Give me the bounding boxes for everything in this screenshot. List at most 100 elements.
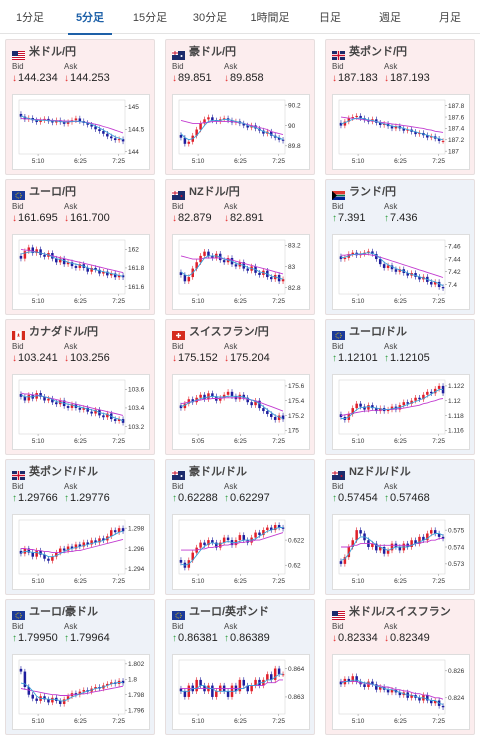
y-tick-label: 0.824 — [448, 695, 465, 702]
tab-4[interactable]: 1時間足 — [250, 12, 290, 24]
tab-6[interactable]: 週足 — [379, 12, 401, 24]
arrow-up-icon: ↑ — [332, 493, 337, 504]
rate-values: ↓175.152 ↓175.204 — [172, 352, 276, 364]
card-header-link[interactable]: 豪ドル/ドル — [172, 464, 310, 480]
bid-label: Bid — [12, 622, 24, 631]
candle — [375, 684, 378, 690]
mini-chart[interactable]: 0.826 0.824 5:10 6:25 7:25 — [332, 654, 470, 730]
candle — [121, 528, 125, 532]
card-header-link[interactable]: 米ドル/円 — [12, 44, 150, 60]
tab-2[interactable]: 15分足 — [132, 12, 168, 24]
mini-chart[interactable]: 83.2 83 82.8 5:10 6:25 7:25 — [172, 234, 310, 310]
card-header-link[interactable]: 英ポンド/ドル — [12, 464, 150, 480]
card-header-link[interactable]: 豪ドル/円 — [172, 44, 310, 60]
candle — [367, 405, 370, 410]
candle — [375, 119, 378, 123]
y-tick-label: 144.5 — [128, 127, 145, 134]
candle — [359, 403, 362, 407]
bid-value: 7.391 — [338, 212, 366, 224]
mini-chart[interactable]: 103.6 103.4 103.2 5:10 6:25 7:25 — [12, 374, 150, 450]
rate-card[interactable]: ユーロ/英ポンド Bid Ask ↑0.86381 ↑0.86389 0.864 0.863… — [165, 599, 315, 735]
rate-card[interactable]: 英ポンド/円 Bid Ask ↓187.183 ↓187.193 187.8 187.6 18… — [325, 39, 475, 175]
tab-0[interactable]: 1分足 — [15, 12, 45, 24]
mini-chart[interactable]: 145 144.5 144 5:10 6:25 7:25 — [12, 94, 150, 170]
y-tick-label: 1.122 — [448, 383, 465, 390]
tab-5[interactable]: 日足 — [319, 12, 341, 24]
card-header-link[interactable]: ユーロ/円 — [12, 184, 150, 200]
candle — [277, 668, 281, 675]
pair-title: スイスフラン/円 — [189, 326, 269, 338]
card-header-link[interactable]: ユーロ/豪ドル — [12, 604, 150, 620]
card-header-link[interactable]: ユーロ/ドル — [332, 324, 470, 340]
candle — [113, 530, 117, 533]
rate-card[interactable]: 豪ドル/円 Bid Ask ↓89.851 ↓89.858 90.2 90 89.8 5:10 6… — [165, 39, 315, 175]
bid-label: Bid — [332, 62, 344, 71]
rate-card[interactable]: 米ドル/スイスフラン Bid Ask ↓0.82334 ↓0.82349 0.826 0.8… — [325, 599, 475, 735]
candle — [203, 394, 206, 400]
candle — [390, 406, 394, 410]
card-header-link[interactable]: スイスフラン/円 — [172, 324, 310, 340]
tab-7[interactable]: 月足 — [439, 12, 461, 24]
bid-label: Bid — [332, 482, 344, 491]
rate-card[interactable]: NZドル/円 Bid Ask ↓82.879 ↓82.891 83.2 83 82.8 5:10… — [165, 179, 315, 315]
bid-value: 82.879 — [178, 212, 212, 224]
tab-3[interactable]: 30分足 — [192, 12, 228, 24]
mini-chart[interactable]: 0.864 0.863 5:10 6:25 7:25 — [172, 654, 310, 730]
candle — [195, 262, 198, 269]
arrow-down-icon: ↓ — [224, 73, 229, 84]
card-header-link[interactable]: カナダドル/円 — [12, 324, 150, 340]
mini-chart[interactable]: 1.122 1.12 1.118 1.116 5:10 6:25 7:25 — [332, 374, 470, 450]
mini-chart[interactable]: 1.298 1.296 1.294 5:10 6:25 7:25 — [12, 514, 150, 590]
x-tick-label: 6:25 — [74, 718, 87, 725]
rate-card[interactable]: カナダドル/円 Bid Ask ↓103.241 ↓103.256 103.6 103.4 1… — [5, 319, 155, 455]
mini-chart[interactable]: 1.802 1.8 1.798 1.796 5:10 6:25 7:25 — [12, 654, 150, 730]
candle — [121, 139, 125, 142]
mini-chart[interactable]: 162 161.8 161.6 5:10 6:25 7:25 — [12, 234, 150, 310]
candle — [110, 136, 113, 139]
x-tick-label: 5:10 — [192, 298, 205, 305]
card-header-link[interactable]: 米ドル/スイスフラン — [332, 604, 470, 620]
rate-card[interactable]: ユーロ/円 Bid Ask ↓161.695 ↓161.700 162 161.8 161.6… — [5, 179, 155, 315]
rate-card[interactable]: 豪ドル/ドル Bid Ask ↑0.62288 ↑0.62297 0.622 0.62 5:1… — [165, 459, 315, 595]
mini-chart[interactable]: 0.575 0.574 0.573 5:10 6:25 7:25 — [332, 514, 470, 590]
tab-1[interactable]: 5分足 — [60, 0, 120, 35]
rate-labels: Bid Ask — [172, 202, 276, 211]
card-header-link[interactable]: NZドル/円 — [172, 184, 310, 200]
rate-card[interactable]: 米ドル/円 Bid Ask ↓144.234 ↓144.253 145 144.5 144 5:… — [5, 39, 155, 175]
mini-chart[interactable]: 175.6 175.4 175.2 175 5:05 6:25 7:25 — [172, 374, 310, 450]
candle — [47, 558, 50, 561]
candle — [258, 532, 261, 536]
candle — [277, 525, 281, 528]
rate-card[interactable]: NZドル/ドル Bid Ask ↑0.57454 ↑0.57468 0.575 0.574 0… — [325, 459, 475, 595]
rate-card[interactable]: ランド/円 Bid Ask ↑7.391 ↑7.436 7.46 7.44 7.42 7.4 5:… — [325, 179, 475, 315]
candle — [218, 542, 222, 548]
candle — [273, 525, 277, 531]
arrow-up-icon: ↑ — [332, 353, 337, 364]
ask-rate: ↑0.86389 — [224, 632, 276, 644]
rate-card[interactable]: ユーロ/豪ドル Bid Ask ↑1.79950 ↑1.79964 1.802 1.8 1.7… — [5, 599, 155, 735]
card-header-link[interactable]: ランド/円 — [332, 184, 470, 200]
card-header-link[interactable]: 英ポンド/円 — [332, 44, 470, 60]
y-tick-label: 0.574 — [448, 544, 465, 551]
candle — [58, 700, 62, 704]
mini-chart[interactable]: 187.8 187.6 187.4 187.2 187 5:10 6:25 7:25 — [332, 94, 470, 170]
eu-flag-icon — [12, 187, 25, 200]
ma-short-line — [340, 252, 444, 287]
rate-values: ↓89.851 ↓89.858 — [172, 72, 276, 84]
rate-card[interactable]: スイスフラン/円 Bid Ask ↓175.152 ↓175.204 175.6 175.4… — [165, 319, 315, 455]
mini-chart[interactable]: 0.622 0.62 5:10 6:25 7:25 — [172, 514, 310, 590]
x-tick-label: 5:10 — [352, 578, 365, 585]
mini-chart[interactable]: 90.2 90 89.8 5:10 6:25 7:25 — [172, 94, 310, 170]
candle — [238, 394, 242, 400]
mini-chart[interactable]: 7.46 7.44 7.42 7.4 5:10 6:25 7:25 — [332, 234, 470, 310]
candle — [277, 415, 281, 420]
candle — [242, 535, 246, 541]
candle — [66, 406, 70, 408]
candle — [203, 119, 206, 124]
rate-card[interactable]: 英ポンド/ドル Bid Ask ↑1.29766 ↑1.29776 1.298 1.296 1… — [5, 459, 155, 595]
ma-long-line — [340, 116, 444, 133]
card-header-link[interactable]: ユーロ/英ポンド — [172, 604, 310, 620]
rate-card[interactable]: ユーロ/ドル Bid Ask ↑1.12101 ↑1.12105 1.122 1.12 1.1… — [325, 319, 475, 455]
y-tick-label: 7.44 — [448, 256, 461, 263]
card-header-link[interactable]: NZドル/ドル — [332, 464, 470, 480]
